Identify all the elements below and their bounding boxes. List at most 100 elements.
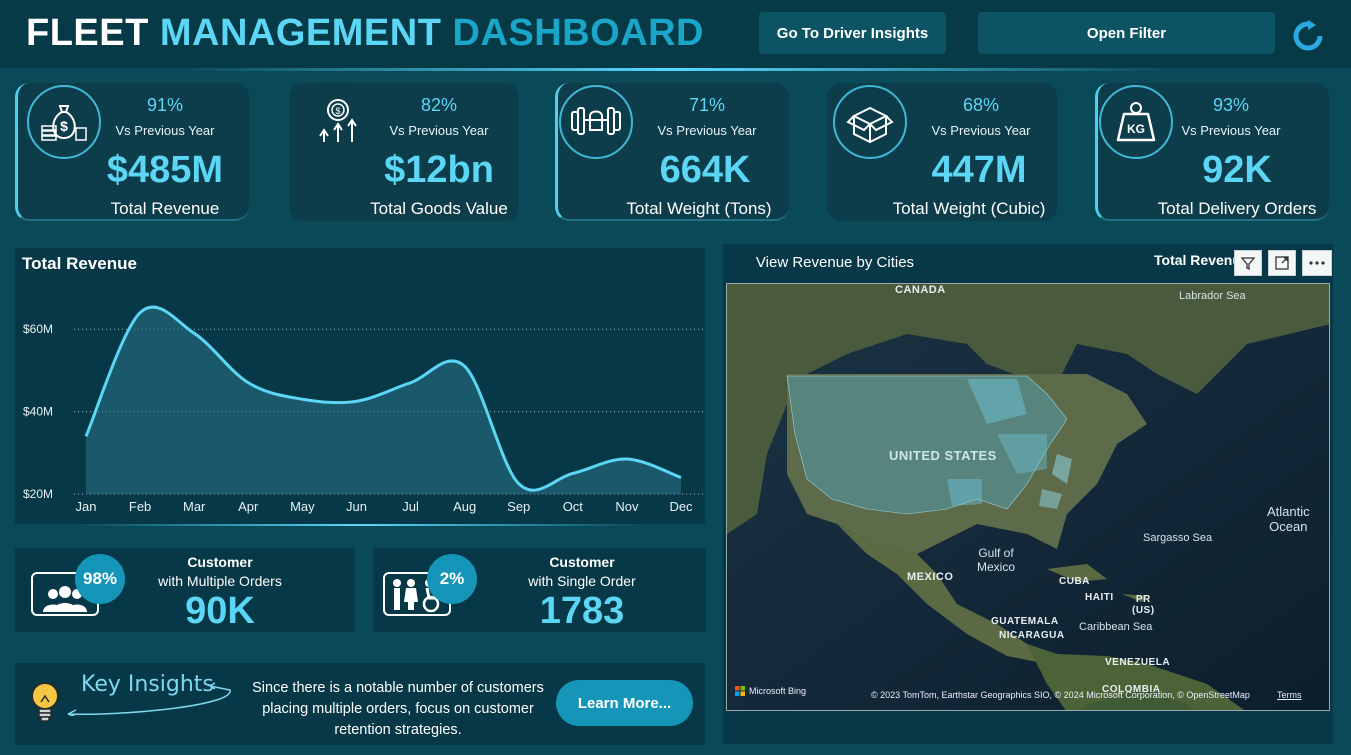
kpi-pct: 93% xyxy=(1212,95,1250,115)
money-bag-icon: $ xyxy=(27,85,101,159)
focus-mode-icon[interactable] xyxy=(1268,250,1296,276)
kpi-card-revenue: $ 91% Vs Previous Year $485M Total Reven… xyxy=(15,83,249,221)
kpi-card-weight-cubic: 68% Vs Previous Year 447M Total Weight (… xyxy=(827,83,1057,221)
driver-insights-button[interactable]: Go To Driver Insights xyxy=(759,12,946,54)
revenue-point-feb[interactable] xyxy=(136,309,144,317)
x-tick-label: Jun xyxy=(346,499,367,514)
kpi-value: 664K xyxy=(659,149,751,191)
kpi-value: $12bn xyxy=(384,149,494,191)
revenue-point-mar[interactable] xyxy=(190,329,198,337)
x-tick-label: Feb xyxy=(129,499,151,514)
x-tick-label: Jul xyxy=(402,499,419,514)
revenue-point-sep[interactable] xyxy=(515,480,523,488)
kpi-pct: 82% xyxy=(420,95,458,115)
single-order-pct-badge: 2% xyxy=(427,554,477,604)
map-sea-labrador: Labrador Sea xyxy=(1179,290,1246,302)
kpi-label: Total Weight (Cubic) xyxy=(892,199,1046,218)
kpi-label: Total Goods Value xyxy=(370,199,508,218)
bing-logo: Microsoft Bing xyxy=(735,686,806,696)
x-tick-label: Oct xyxy=(563,499,584,514)
y-tick-label: $40M xyxy=(23,405,53,419)
key-insights-text: Since there is a notable number of custo… xyxy=(252,680,544,738)
kpi-pct: 71% xyxy=(688,95,726,115)
map-sea-caribbean: Caribbean Sea xyxy=(1079,621,1153,633)
customer-heading: Customer xyxy=(187,554,253,570)
map-label-mexico: MEXICO xyxy=(907,571,954,583)
customer-count: 90K xyxy=(185,590,255,632)
y-tick-label: $60M xyxy=(23,322,53,336)
more-options-icon[interactable] xyxy=(1302,250,1332,276)
kg-weight-icon: KG xyxy=(1099,85,1173,159)
customer-count: 1783 xyxy=(539,590,625,632)
customer-sub: with Single Order xyxy=(528,573,636,589)
revenue-point-may[interactable] xyxy=(298,395,306,403)
revenue-point-jan[interactable] xyxy=(82,432,90,440)
map-sea-gulf: Gulf of Mexico xyxy=(977,546,1016,574)
kpi-card-weight-tons: 71% Vs Previous Year 664K Total Weight (… xyxy=(555,83,789,221)
map-label-us: UNITED STATES xyxy=(889,448,997,463)
revenue-point-aug[interactable] xyxy=(461,362,469,370)
arrow-icon xyxy=(67,682,231,716)
open-filter-button[interactable]: Open Filter xyxy=(978,12,1275,54)
header-divider xyxy=(180,68,1170,71)
dumbbell-icon xyxy=(559,85,633,159)
multi-order-pct-badge: 98% xyxy=(75,554,125,604)
revenue-chart-title: Total Revenue xyxy=(22,254,137,273)
map-label-haiti: HAITI xyxy=(1085,592,1114,603)
x-tick-label: Apr xyxy=(238,499,259,514)
microsoft-logo-icon xyxy=(735,686,745,696)
revenue-point-nov[interactable] xyxy=(623,455,631,463)
kpi-label: Total Revenue xyxy=(110,199,220,218)
map-label-nicaragua: NICARAGUA xyxy=(999,630,1065,641)
kpi-vs: Vs Previous Year xyxy=(931,123,1031,138)
box-icon xyxy=(833,85,907,159)
revenue-point-jul[interactable] xyxy=(407,379,415,387)
learn-more-button[interactable]: Learn More... xyxy=(556,680,693,726)
kpi-vs: Vs Previous Year xyxy=(389,123,489,138)
svg-text:$: $ xyxy=(335,106,340,116)
view-revenue-cities-button[interactable]: View Revenue by Cities xyxy=(723,244,947,280)
map-terrain xyxy=(727,284,1329,710)
kpi-vs: Vs Previous Year xyxy=(115,123,215,138)
revenue-area-fill xyxy=(86,307,681,494)
revenue-area-chart[interactable]: $20M $40M $60M Jan Feb Mar Apr May Jun Jul Aug Sep O… xyxy=(15,248,705,524)
map-label-cuba: CUBA xyxy=(1059,576,1090,587)
x-tick-label: May xyxy=(290,499,315,514)
filter-icon[interactable] xyxy=(1234,250,1262,276)
y-tick-label: $20M xyxy=(23,487,53,501)
map-terms-link[interactable]: Terms xyxy=(1277,690,1302,700)
kpi-pct: 91% xyxy=(146,95,184,115)
revenue-point-jun[interactable] xyxy=(352,397,360,405)
kpi-card-goods-value: $ 82% Vs Previous Year $12bn Total Goods… xyxy=(289,83,519,221)
svg-text:KG: KG xyxy=(1127,122,1145,136)
kpi-label: Total Delivery Orders xyxy=(1157,199,1317,218)
x-tick-label: Jan xyxy=(76,499,97,514)
kpi-label: Total Weight (Tons) xyxy=(626,199,772,218)
map-label-guatemala: GUATEMALA xyxy=(991,616,1059,627)
customer-single-card: 2% Customer with Single Order 1783 xyxy=(373,548,706,632)
x-tick-label: Sep xyxy=(507,499,530,514)
revenue-point-apr[interactable] xyxy=(244,379,252,387)
kpi-pct: 68% xyxy=(962,95,1000,115)
customer-multiple-card: 98% Customer with Multiple Orders 90K xyxy=(15,548,355,632)
kpi-vs: Vs Previous Year xyxy=(657,123,757,138)
revenue-point-dec[interactable] xyxy=(677,474,685,482)
map-sea-atlantic: Atlantic Ocean xyxy=(1267,504,1310,534)
map-label-canada: CANADA xyxy=(895,284,946,296)
map-label-colombia: COLOMBIA xyxy=(1102,684,1161,695)
svg-text:$: $ xyxy=(60,118,68,134)
customer-sub: with Multiple Orders xyxy=(158,573,282,589)
kpi-value: $485M xyxy=(106,149,224,191)
kpi-value: 447M xyxy=(931,149,1027,191)
x-tick-label: Aug xyxy=(453,499,476,514)
kpi-value: 92K xyxy=(1202,149,1272,191)
x-tick-label: Mar xyxy=(183,499,206,514)
kpi-vs: Vs Previous Year xyxy=(1181,123,1281,138)
revenue-point-oct[interactable] xyxy=(569,469,577,477)
revenue-line[interactable] xyxy=(84,305,682,492)
revenue-map[interactable]: CANADA Labrador Sea UNITED STATES Atlant… xyxy=(726,283,1330,711)
map-sea-sargasso: Sargasso Sea xyxy=(1143,532,1213,544)
refresh-icon[interactable] xyxy=(1292,20,1324,52)
lightbulb-icon xyxy=(31,682,59,722)
chart-divider xyxy=(80,524,640,526)
